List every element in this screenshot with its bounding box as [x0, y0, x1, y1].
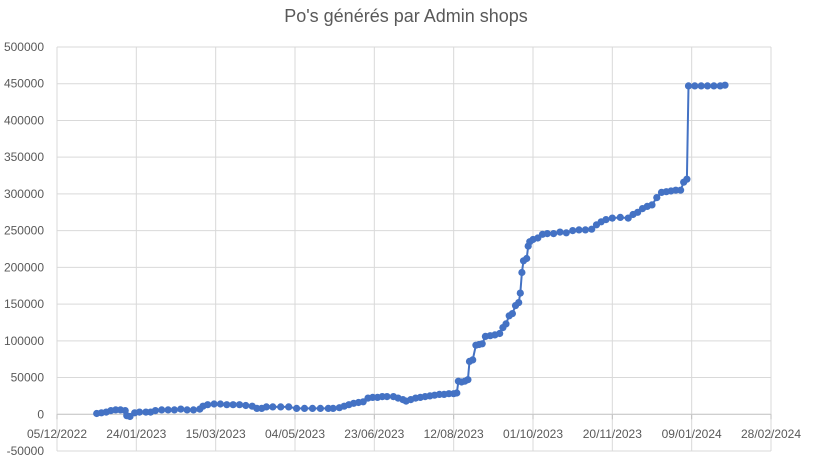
data-point — [721, 81, 729, 89]
data-point — [189, 406, 198, 414]
x-tick-label: 09/01/2024 — [662, 427, 722, 441]
y-tick-label: 250000 — [4, 224, 44, 238]
y-tick-label: 300000 — [4, 187, 44, 201]
data-point — [523, 254, 531, 263]
data-point — [496, 329, 504, 338]
data-point — [562, 229, 570, 237]
data-point — [569, 227, 577, 235]
data-point — [602, 216, 610, 224]
data-point — [543, 230, 551, 238]
x-tick-label: 20/11/2023 — [583, 427, 642, 441]
data-point — [293, 404, 301, 412]
data-point — [277, 403, 285, 411]
data-point — [683, 175, 691, 183]
data-point — [684, 82, 693, 90]
data-point — [204, 401, 212, 409]
data-point — [616, 213, 624, 221]
data-point — [262, 403, 270, 411]
data-point — [164, 406, 172, 414]
data-point — [691, 82, 699, 90]
data-point — [235, 401, 244, 409]
y-tick-label: 100000 — [4, 334, 44, 348]
data-point — [158, 406, 166, 414]
y-tick-label: 350000 — [4, 150, 44, 164]
data-point — [316, 404, 324, 412]
data-point — [550, 230, 558, 238]
data-point — [469, 356, 477, 364]
data-point — [383, 393, 391, 401]
x-tick-label: 04/05/2023 — [265, 427, 325, 441]
data-point — [556, 228, 564, 236]
data-point — [170, 406, 178, 414]
x-tick-label: 24/01/2023 — [106, 427, 166, 441]
data-point — [269, 403, 277, 411]
data-point — [223, 401, 231, 409]
data-point — [653, 194, 661, 202]
y-tick-label: 200000 — [4, 260, 44, 274]
y-tick-label: 450000 — [4, 77, 44, 91]
data-point — [229, 401, 237, 409]
y-axis: -50000 0 50000 100000 150000 200000 250000 3000… — [4, 40, 44, 458]
x-tick-label: 15/03/2023 — [186, 427, 246, 441]
data-point — [478, 340, 486, 348]
x-tick-label: 01/10/2023 — [503, 427, 563, 441]
x-tick-label: 12/08/2023 — [424, 427, 484, 441]
x-tick-label: 05/12/2022 — [27, 427, 87, 441]
grid-lines — [56, 46, 772, 452]
data-point — [242, 401, 250, 410]
data-point — [703, 82, 712, 90]
data-point — [329, 404, 337, 412]
x-axis: 05/12/2022 24/01/2023 15/03/2023 04/05/2023… — [27, 414, 801, 441]
data-point — [608, 214, 616, 222]
data-point — [453, 389, 461, 397]
data-point — [697, 82, 705, 90]
data-point — [300, 404, 309, 412]
data-point — [151, 407, 159, 415]
y-tick-label: 500000 — [4, 40, 44, 54]
y-tick-label: 400000 — [4, 113, 44, 127]
y-tick-label: 150000 — [4, 297, 44, 311]
data-point — [588, 225, 596, 233]
series-line — [96, 84, 726, 418]
data-point — [508, 310, 516, 318]
data-point — [135, 408, 144, 416]
data-point — [677, 186, 685, 194]
chart-title: Po's générés par Admin shops — [284, 6, 528, 26]
y-tick-label: -50000 — [7, 444, 45, 458]
y-tick-label: 50000 — [11, 371, 45, 385]
data-point — [177, 405, 185, 413]
data-point — [710, 82, 718, 90]
data-point — [210, 400, 218, 408]
data-point — [464, 376, 472, 384]
x-tick-label: 28/02/2024 — [741, 427, 801, 441]
x-tick-label: 23/06/2023 — [344, 427, 404, 441]
data-point — [183, 406, 191, 414]
data-point — [515, 299, 523, 307]
data-point — [216, 400, 224, 408]
data-point — [516, 289, 524, 297]
data-point — [308, 404, 317, 412]
data-point — [502, 320, 510, 328]
data-point — [575, 226, 583, 234]
data-point — [581, 226, 590, 234]
y-tick-label: 0 — [37, 407, 44, 421]
series-layer — [93, 81, 729, 421]
data-point — [518, 268, 526, 277]
data-point — [285, 403, 293, 411]
data-point — [648, 201, 656, 209]
